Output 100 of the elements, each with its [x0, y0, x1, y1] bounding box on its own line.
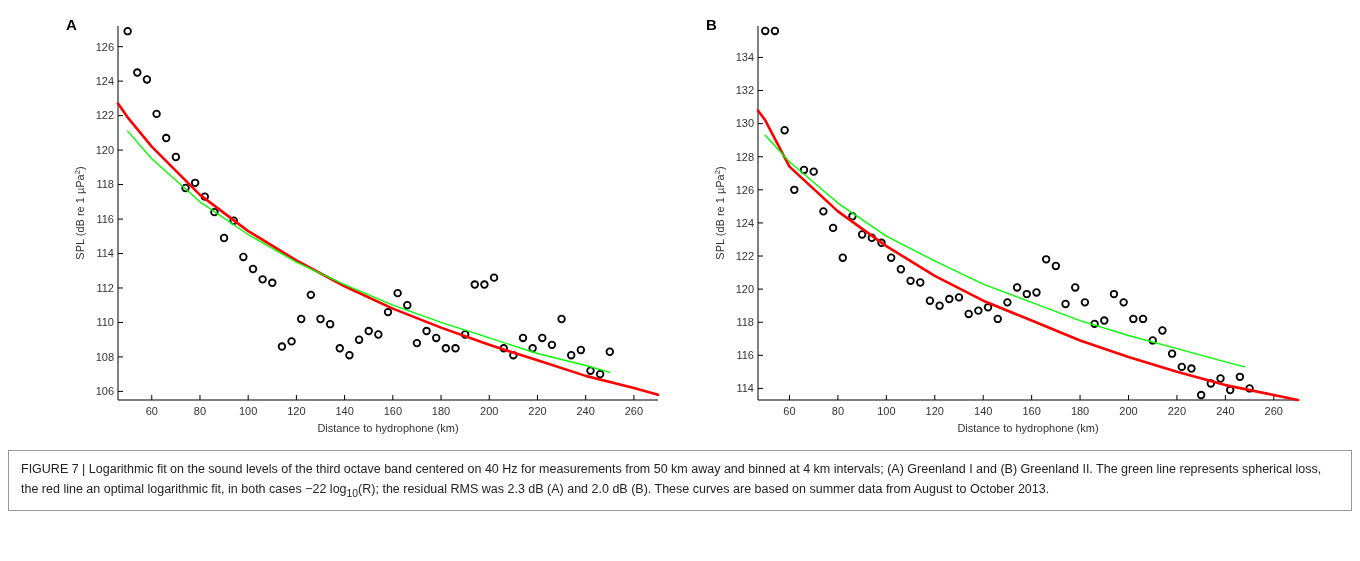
- x-tick-label: 80: [831, 405, 845, 417]
- x-tick-label: 100: [239, 405, 258, 417]
- point: [770, 26, 780, 36]
- y-tick-label: 130: [735, 117, 754, 130]
- x-tick-label: 140: [335, 405, 354, 417]
- y-tick-label: 132: [735, 84, 754, 97]
- line-series: [126, 130, 611, 374]
- y-tick-label: 110: [96, 316, 114, 329]
- point: [1012, 283, 1022, 292]
- point: [1071, 283, 1080, 292]
- y-tick-label: 122: [735, 249, 754, 262]
- point: [906, 276, 915, 286]
- y-tick-label: 114: [96, 247, 114, 260]
- y-tick-label: 118: [96, 178, 114, 191]
- point: [133, 68, 142, 77]
- point: [964, 309, 973, 319]
- point: [229, 216, 238, 225]
- point: [819, 207, 828, 216]
- point: [277, 342, 287, 351]
- point: [1129, 314, 1138, 324]
- x-tick-label: 160: [1022, 405, 1041, 417]
- point: [354, 335, 364, 344]
- point: [945, 294, 954, 304]
- point: [1158, 326, 1167, 335]
- point: [190, 178, 200, 188]
- point: [200, 192, 209, 201]
- point: [547, 340, 557, 350]
- point: [538, 333, 547, 343]
- point: [1187, 364, 1196, 373]
- point: [993, 314, 1002, 324]
- y-tick-label: 124: [95, 75, 114, 87]
- point: [1216, 374, 1225, 383]
- point: [1051, 261, 1061, 271]
- y-tick-label: 120: [95, 143, 114, 156]
- point: [983, 303, 993, 312]
- y-tick-label: 126: [95, 40, 114, 53]
- x-tick-label: 220: [1167, 405, 1187, 417]
- point: [239, 252, 248, 262]
- point: [780, 126, 789, 135]
- point: [1109, 289, 1119, 299]
- point: [460, 330, 470, 339]
- x-tick-label: 140: [974, 405, 993, 417]
- point: [171, 152, 181, 162]
- point: [509, 350, 518, 360]
- point: [925, 296, 935, 305]
- x-tick-label: 60: [783, 405, 796, 417]
- point: [1119, 298, 1128, 307]
- point: [162, 133, 171, 143]
- point: [412, 338, 422, 348]
- point: [470, 280, 479, 289]
- point: [374, 330, 383, 339]
- x-axis-title: Distance to hydrophone (km): [317, 422, 459, 434]
- point: [518, 333, 528, 343]
- point: [489, 273, 499, 282]
- point: [181, 183, 190, 193]
- point: [790, 185, 799, 195]
- point: [316, 314, 325, 324]
- x-tick-label: 120: [287, 405, 306, 417]
- y-tick-label: 112: [96, 281, 114, 294]
- point: [1022, 289, 1031, 299]
- point: [605, 347, 614, 356]
- point: [595, 369, 605, 379]
- point: [1003, 298, 1012, 307]
- y-tick-label: 116: [96, 212, 114, 225]
- x-tick-label: 200: [1119, 405, 1138, 417]
- point: [761, 26, 770, 36]
- y-tick-label: 120: [735, 282, 754, 295]
- point: [567, 350, 576, 360]
- x-tick-label: 180: [1070, 405, 1090, 417]
- chart-title: A: [66, 16, 77, 33]
- point: [528, 344, 537, 353]
- y-tick-label: 108: [95, 350, 114, 363]
- x-tick-label: 120: [925, 405, 944, 417]
- point: [867, 233, 877, 243]
- point: [441, 344, 451, 353]
- point: [335, 344, 344, 353]
- point: [838, 253, 847, 262]
- x-tick-label: 200: [480, 405, 499, 417]
- x-tick-label: 180: [431, 405, 451, 417]
- y-tick-label: 128: [735, 150, 754, 163]
- point: [499, 344, 508, 353]
- point: [886, 253, 896, 262]
- point: [954, 293, 964, 302]
- point: [848, 212, 857, 221]
- point: [1041, 255, 1051, 264]
- point: [383, 307, 393, 317]
- point: [403, 301, 412, 310]
- x-tick-label: 220: [528, 405, 547, 417]
- y-tick-label: 126: [735, 183, 754, 196]
- point: [297, 314, 306, 324]
- point: [1235, 372, 1245, 382]
- point: [1177, 362, 1186, 372]
- caption: FIGURE 7 | Logarithmic fit on the sound levels of the third octave band centered on 40 Hz for measurements from 50 km away and binned at 4 km intervals; (A) Greenland I and (B) Greenland II. The green line represents spherical loss, the red line an optimal logarithmic fit, in both cases −22 log$_{10}$(R); the residual RMS was 2.3 dB (A) and 2.0 dB (B). These curves are based on summer data from August to October 2013.: [21, 461, 1323, 501]
- x-tick-label: 100: [877, 405, 896, 417]
- point: [557, 314, 566, 324]
- x-tick-label: 80: [193, 405, 207, 417]
- y-tick-label: 114: [736, 382, 754, 395]
- point: [1167, 349, 1177, 358]
- point: [451, 344, 460, 353]
- point: [287, 337, 296, 346]
